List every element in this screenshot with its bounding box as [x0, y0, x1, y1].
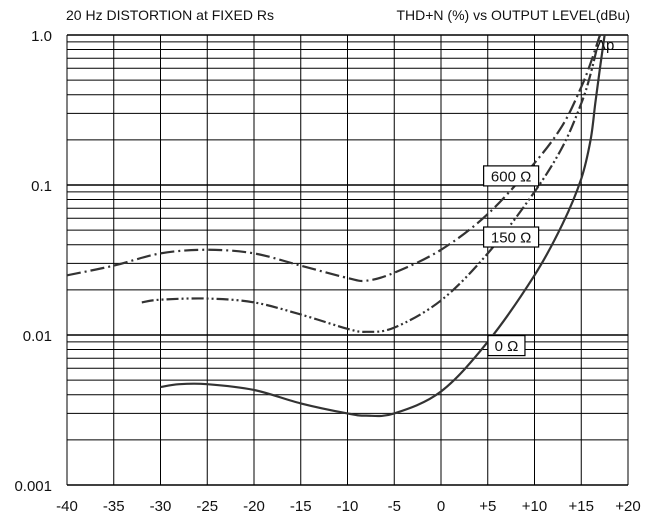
series-line — [160, 35, 606, 418]
series-label-box — [487, 334, 526, 357]
y-tick-label: 0.01 — [23, 328, 52, 345]
series-lines — [67, 35, 606, 418]
grid — [66, 34, 629, 486]
series-label: 150 Ω — [491, 230, 531, 247]
x-tick-label: 0 — [437, 498, 445, 515]
x-tick-label: -20 — [243, 498, 265, 515]
series-labels: 600 Ω 150 Ω 0 Ω — [483, 165, 540, 357]
series-label-box — [483, 165, 540, 187]
x-tick-label: -10 — [337, 498, 359, 515]
x-tick-label: -25 — [196, 498, 218, 515]
x-tick-label: +10 — [522, 498, 547, 515]
x-tick-label: -35 — [103, 498, 125, 515]
x-tick-label: +15 — [569, 498, 594, 515]
series-label-box — [483, 226, 540, 248]
chart-title-left: 20 Hz DISTORTION at FIXED Rs — [66, 7, 274, 23]
series-line — [67, 35, 601, 283]
x-tick-label: -15 — [290, 498, 312, 515]
series-line — [141, 35, 602, 333]
x-tick-label: -5 — [388, 498, 401, 515]
axes: -40 -35 -30 -25 -20 -15 -10 -5 0 +5 +10 +15 +20 0.001… — [14, 28, 640, 515]
x-tick-label: +5 — [479, 498, 496, 515]
x-tick-label: -30 — [150, 498, 172, 515]
chart-title-right: THD+N (%) vs OUTPUT LEVEL(dBu) — [396, 7, 630, 23]
x-tick-label: -40 — [56, 498, 78, 515]
y-tick-label: 1.0 — [31, 28, 52, 45]
series-label: 600 Ω — [491, 168, 531, 185]
x-tick-label: +20 — [615, 498, 640, 515]
series-label: 0 Ω — [495, 338, 519, 355]
corner-annotation: Δp — [596, 37, 614, 54]
y-tick-label: 0.1 — [31, 178, 52, 195]
y-tick-label: 0.001 — [14, 478, 52, 495]
